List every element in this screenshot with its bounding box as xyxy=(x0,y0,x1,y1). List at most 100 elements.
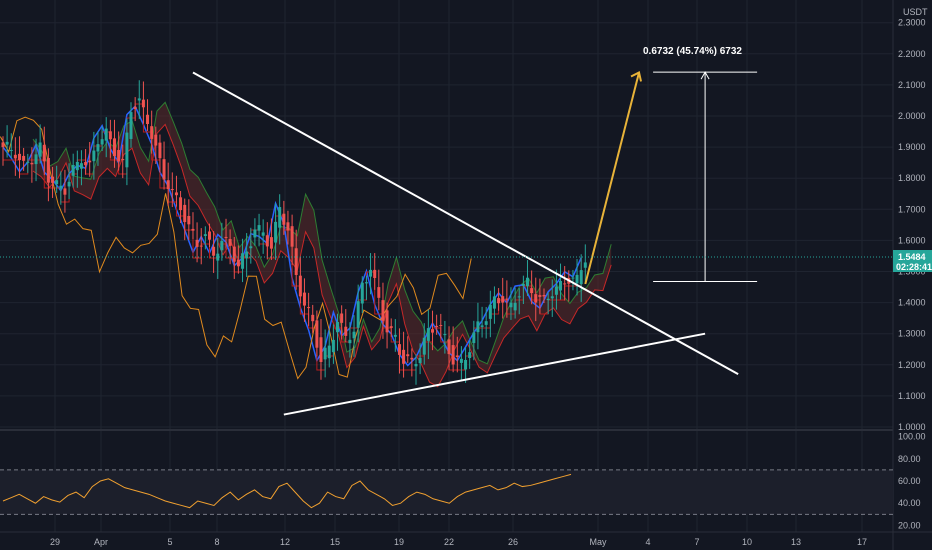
candle-body xyxy=(154,134,158,146)
candle-body xyxy=(121,158,125,161)
candle-body xyxy=(550,296,554,299)
candle-body xyxy=(212,246,216,256)
candle-body xyxy=(472,332,476,344)
x-tick-label: 8 xyxy=(214,537,219,547)
candle-body xyxy=(492,296,496,309)
candle-body xyxy=(129,112,133,139)
candle-body xyxy=(112,138,116,157)
candle-body xyxy=(59,185,63,189)
candle-body xyxy=(63,188,67,195)
candle-body xyxy=(302,292,306,306)
y-tick-label: 1.1000 xyxy=(898,391,926,401)
candle-body xyxy=(352,331,356,339)
candle-body xyxy=(385,310,389,333)
candle-body xyxy=(315,320,319,348)
time-axis[interactable]: 29 Apr 5 8 12 15 19 22 26 May 4 7 10 13 17 xyxy=(50,537,867,547)
x-tick-label: 4 xyxy=(645,537,650,547)
candle-body xyxy=(563,283,567,285)
y-tick-label: 2.3000 xyxy=(898,18,926,28)
candle-body xyxy=(42,144,46,162)
candle-body xyxy=(538,295,542,297)
candle-body xyxy=(133,106,137,109)
candle-body xyxy=(22,155,26,161)
trendline-ascending-support xyxy=(283,332,706,416)
candle-body xyxy=(269,237,273,249)
candle-body xyxy=(38,142,42,157)
y-tick-label: 1.0000 xyxy=(898,422,926,432)
candle-body xyxy=(228,239,232,246)
candle-body xyxy=(241,253,245,269)
candle-body xyxy=(51,176,55,183)
candle-body xyxy=(542,295,546,297)
x-tick-label: 13 xyxy=(791,537,801,547)
candle-body xyxy=(373,269,377,278)
candle-body xyxy=(294,248,298,275)
candle-body xyxy=(203,234,207,237)
candle-body xyxy=(249,246,253,249)
candle-body xyxy=(331,339,335,353)
candle-body xyxy=(146,114,150,125)
candle-body xyxy=(554,286,558,295)
candle-body xyxy=(484,321,488,325)
candle-body xyxy=(1,142,5,148)
x-tick-label: 22 xyxy=(444,537,454,547)
candle-body xyxy=(464,359,468,370)
rsi-pane xyxy=(0,469,893,515)
y-tick-label: 1.6000 xyxy=(898,235,926,245)
candle-body xyxy=(323,347,327,360)
candle-body xyxy=(278,207,282,228)
candle-body xyxy=(311,314,315,322)
candle-body xyxy=(571,277,575,279)
candle-body xyxy=(88,160,92,163)
x-tick-label: 15 xyxy=(330,537,340,547)
candle-body xyxy=(137,98,141,101)
candle-body xyxy=(488,304,492,319)
drawings-layer[interactable] xyxy=(192,70,758,416)
x-tick-label: 12 xyxy=(280,537,290,547)
measure-arrow-head xyxy=(700,71,710,80)
measure-label: 0.6732 (45.74%) 6732 xyxy=(643,46,742,57)
rsi-tick-label: 80.00 xyxy=(898,454,921,464)
candle-body xyxy=(187,215,191,225)
y-tick-label: 1.8000 xyxy=(898,173,926,183)
candle-body xyxy=(174,192,178,196)
candle-body xyxy=(261,232,265,236)
candle-body xyxy=(410,357,414,360)
candle-body xyxy=(162,159,166,180)
candle-body xyxy=(79,163,83,169)
candle-body xyxy=(18,153,22,161)
candle-body xyxy=(67,181,71,187)
candle-body xyxy=(530,288,534,294)
candle-body xyxy=(319,337,323,362)
candle-body xyxy=(505,298,509,300)
candle-body xyxy=(104,128,108,141)
candle-body xyxy=(501,296,505,303)
candle-body xyxy=(480,325,484,327)
candle-body xyxy=(245,251,249,259)
candle-body xyxy=(377,287,381,298)
y-tick-label: 2.1000 xyxy=(898,80,926,90)
candle-body xyxy=(497,298,501,304)
candle-body xyxy=(13,154,17,159)
candle-body xyxy=(575,274,579,284)
candle-body xyxy=(117,150,121,162)
x-tick-label: 7 xyxy=(694,537,699,547)
candle-body xyxy=(195,239,199,247)
rsi-tick-label: 60.00 xyxy=(898,476,921,486)
candle-body xyxy=(546,298,550,301)
y-tick-label: 1.3000 xyxy=(898,329,926,339)
candle-body xyxy=(100,139,104,145)
x-tick-label: 10 xyxy=(742,537,752,547)
rsi-tick-label: 100.00 xyxy=(898,432,926,442)
candle-body xyxy=(34,154,38,165)
candle-body xyxy=(5,141,9,145)
candle-body xyxy=(521,283,525,286)
projection-arrow-head xyxy=(630,70,642,82)
candle-body xyxy=(253,229,257,238)
candle-body xyxy=(525,277,529,287)
candle-body xyxy=(224,236,228,238)
candle-body xyxy=(336,321,339,333)
price-tag-countdown: 02:28:41 xyxy=(896,262,932,272)
candle-body xyxy=(257,225,261,231)
